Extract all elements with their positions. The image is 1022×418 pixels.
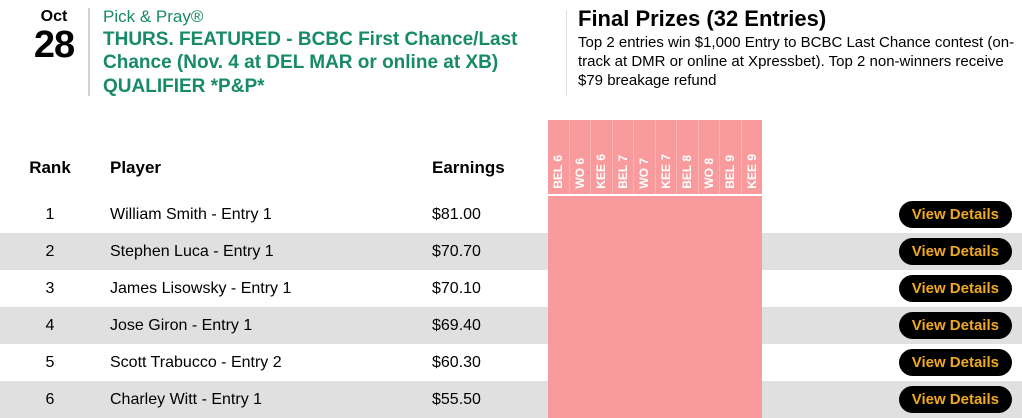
- action-cell: View Details: [762, 386, 1022, 413]
- player-name: William Smith - Entry 1: [110, 205, 272, 223]
- earnings-column-header: Earnings: [432, 158, 505, 177]
- view-details-button[interactable]: View Details: [898, 238, 1012, 265]
- action-cell: View Details: [762, 201, 1022, 228]
- player-name: Charley Witt - Entry 1: [110, 390, 263, 408]
- date-month: Oct: [40, 8, 68, 25]
- rank-value: 2: [45, 242, 55, 260]
- race-label: BEL 7: [615, 155, 630, 189]
- prizes-block: Final Prizes (32 Entries) Top 2 entries …: [578, 6, 1018, 91]
- earnings-value: $70.70: [432, 242, 481, 260]
- prizes-heading: Final Prizes (32 Entries): [578, 6, 827, 31]
- table-header-row: Rank Player Earnings: [0, 158, 548, 178]
- player-column-header: Player: [110, 158, 162, 177]
- contest-series-label: Pick & Pray®: [103, 7, 204, 26]
- rank-value: 4: [45, 316, 55, 334]
- earnings-value: $60.30: [432, 353, 481, 371]
- earnings-value: $69.40: [432, 316, 481, 334]
- rank-column-header: Rank: [29, 158, 71, 177]
- action-cell: View Details: [762, 238, 1022, 265]
- earnings-value: $55.50: [432, 390, 481, 408]
- rank-value: 3: [45, 279, 55, 297]
- date-day: 28: [33, 23, 75, 66]
- view-details-button[interactable]: View Details: [898, 275, 1012, 302]
- view-details-button[interactable]: View Details: [898, 201, 1012, 228]
- race-label: BEL 9: [723, 155, 738, 189]
- contest-title-block: Pick & Pray® THURS. FEATURED - BCBC Firs…: [103, 6, 543, 98]
- race-label: KEE 6: [594, 154, 609, 189]
- earnings-value: $81.00: [432, 205, 481, 223]
- race-label: KEE 7: [658, 154, 673, 189]
- view-details-button[interactable]: View Details: [898, 312, 1012, 339]
- race-column-header: KEE 6: [591, 120, 613, 194]
- race-column-header: WO 6: [570, 120, 591, 194]
- contest-title: THURS. FEATURED - BCBC First Chance/Last…: [103, 29, 518, 97]
- prizes-description: Top 2 entries win $1,000 Entry to BCBC L…: [578, 34, 1015, 90]
- contest-header: Oct 28 Pick & Pray® THURS. FEATURED - BC…: [0, 0, 1022, 118]
- race-column-header: KEE 7: [656, 120, 677, 194]
- action-cell: View Details: [762, 349, 1022, 376]
- race-picks-strip: BEL 6 WO 6 KEE 6 BEL 7 WO 7 KEE 7 BEL 8 WO 8 BEL…: [548, 120, 762, 418]
- race-column-header: BEL 9: [720, 120, 742, 194]
- race-column-header: BEL 7: [613, 120, 634, 194]
- header-divider: [566, 10, 567, 96]
- player-name: Stephen Luca - Entry 1: [110, 242, 274, 260]
- view-details-button[interactable]: View Details: [898, 349, 1012, 376]
- rank-value: 6: [45, 390, 55, 408]
- race-column-header: WO 7: [634, 120, 656, 194]
- player-name: Scott Trabucco - Entry 2: [110, 353, 282, 371]
- action-cell: View Details: [762, 275, 1022, 302]
- player-name: James Lisowsky - Entry 1: [110, 279, 292, 297]
- race-column-header: WO 8: [699, 120, 720, 194]
- player-name: Jose Giron - Entry 1: [110, 316, 253, 334]
- earnings-value: $70.10: [432, 279, 481, 297]
- race-column-header: BEL 6: [548, 120, 570, 194]
- race-label: WO 8: [701, 158, 716, 189]
- race-label: BEL 6: [551, 155, 566, 189]
- rank-value: 1: [45, 205, 55, 223]
- rank-value: 5: [45, 353, 55, 371]
- date-box: Oct 28: [22, 8, 86, 64]
- race-column-header: KEE 9: [742, 120, 763, 194]
- race-column-header: BEL 8: [677, 120, 699, 194]
- date-divider: [88, 8, 90, 96]
- race-label: WO 6: [572, 158, 587, 189]
- action-cell: View Details: [762, 312, 1022, 339]
- race-label: WO 7: [637, 158, 652, 189]
- race-headers: BEL 6 WO 6 KEE 6 BEL 7 WO 7 KEE 7 BEL 8 WO 8 BEL…: [548, 120, 762, 196]
- view-details-button[interactable]: View Details: [898, 386, 1012, 413]
- race-label: BEL 8: [680, 155, 695, 189]
- race-label: KEE 9: [744, 154, 759, 189]
